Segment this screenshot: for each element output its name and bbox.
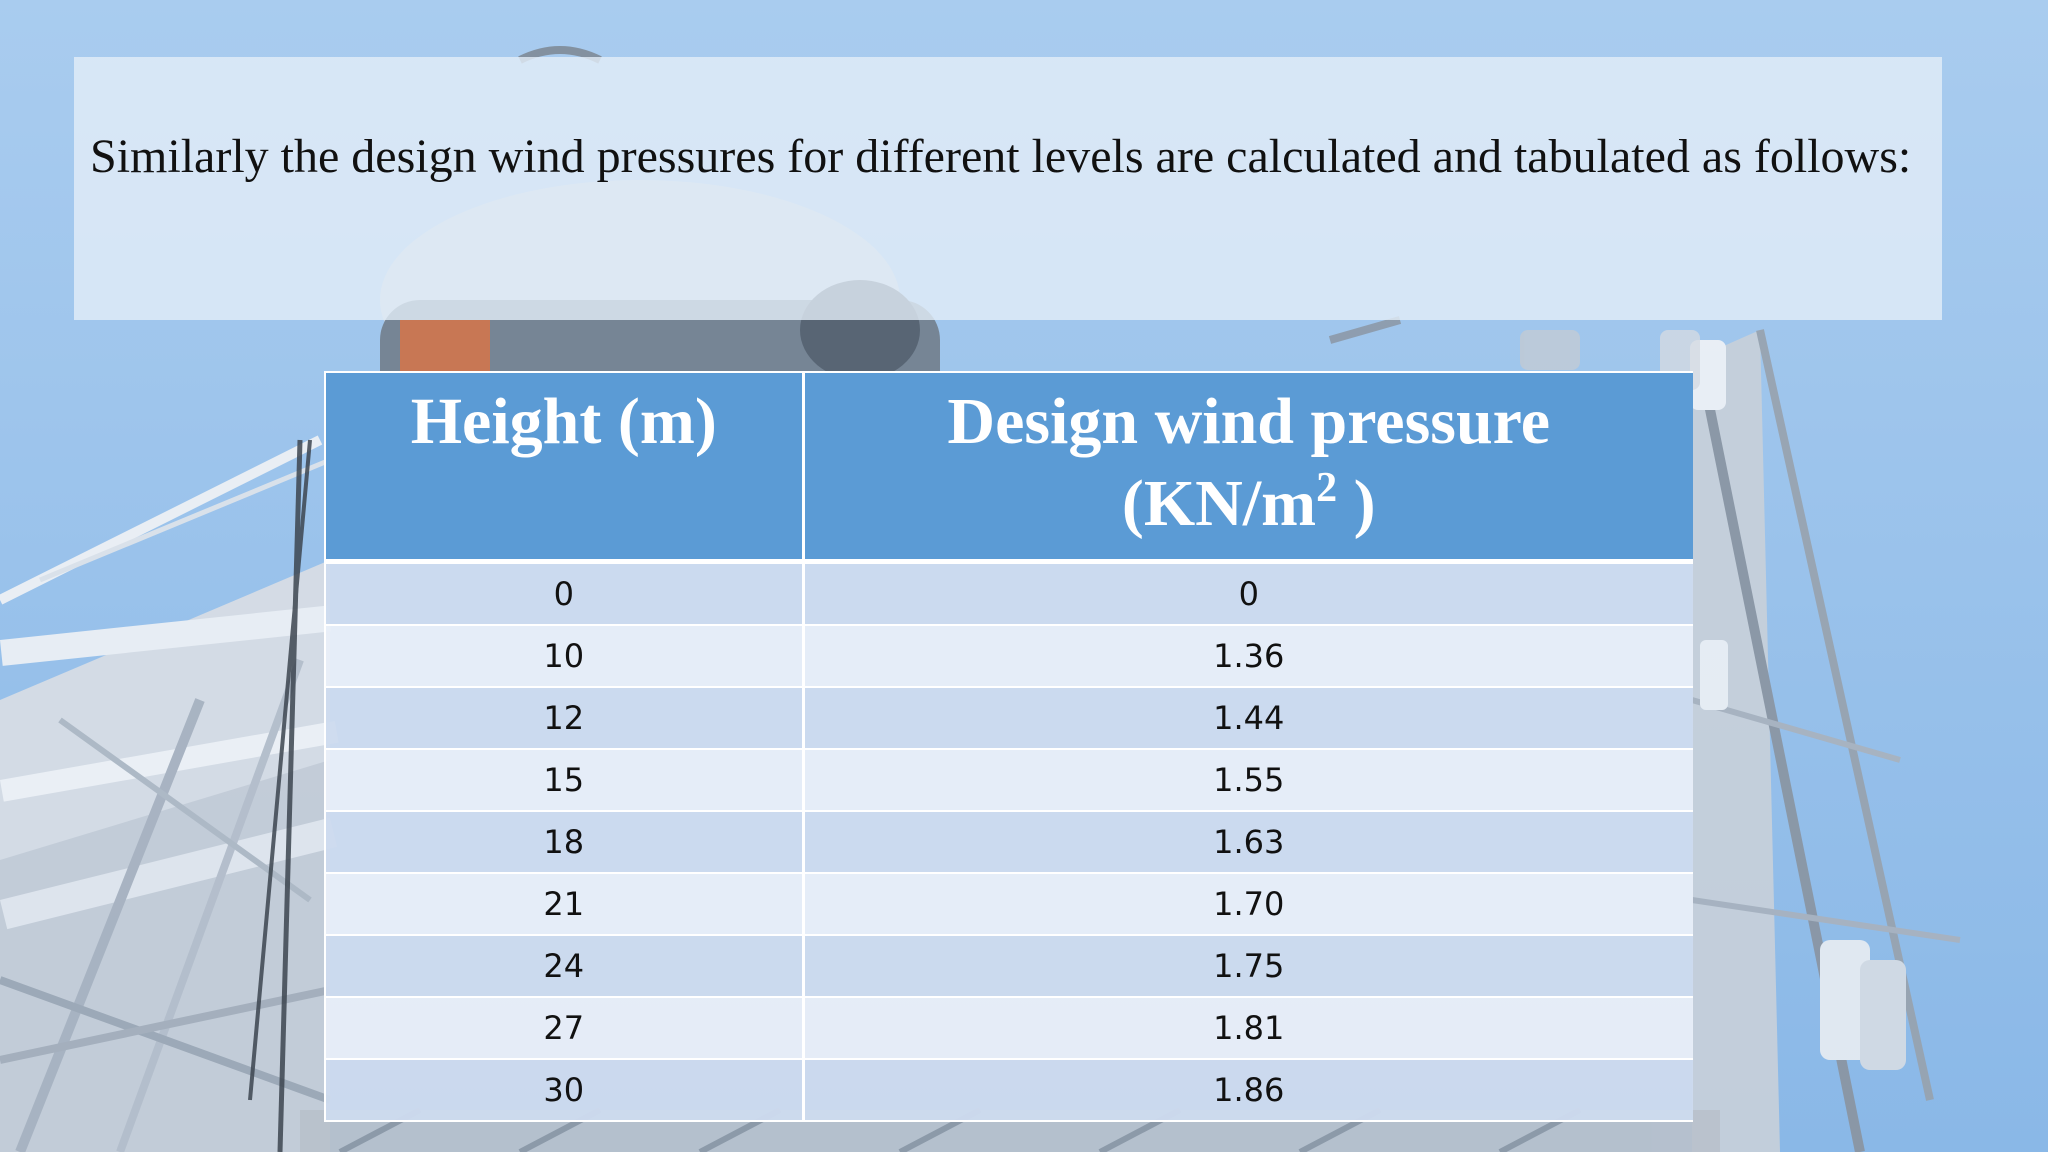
header-height-label: Height (m) (410, 385, 717, 458)
header-design-wind-pressure: Design wind pressure (KN/m2 ) (803, 371, 1693, 564)
header-pressure-unit: (KN/m2 ) (1122, 467, 1376, 540)
cell-height: 0 (324, 561, 805, 626)
intro-text-panel: Similarly the design wind pressures for … (74, 57, 1942, 320)
cell-pressure: 1.75 (803, 935, 1693, 998)
table-header-row: Height (m) Design wind pressure (KN/m2 ) (324, 371, 1693, 564)
cell-height: 18 (324, 811, 805, 874)
cell-height: 10 (324, 625, 805, 688)
cell-height: 24 (324, 935, 805, 998)
wind-pressure-table-container: Height (m) Design wind pressure (KN/m2 )… (324, 371, 1693, 1122)
table-row: 21 1.70 (324, 873, 1693, 936)
table-row: 10 1.36 (324, 625, 1693, 688)
tower-structure-right (1690, 329, 1961, 1152)
table-row: 18 1.63 (324, 811, 1693, 874)
unit-superscript: 2 (1316, 465, 1338, 511)
header-height: Height (m) (324, 371, 805, 564)
table-row: 15 1.55 (324, 749, 1693, 812)
tower-lattice-left (0, 435, 339, 1152)
cell-height: 30 (324, 1059, 805, 1122)
table-row: 30 1.86 (324, 1059, 1693, 1122)
header-pressure-label: Design wind pressure (947, 385, 1551, 458)
unit-open: (KN/m (1121, 467, 1317, 540)
cell-pressure: 1.70 (803, 873, 1693, 936)
table-row: 24 1.75 (324, 935, 1693, 998)
intro-text: Similarly the design wind pressures for … (90, 130, 1912, 183)
cell-height: 12 (324, 687, 805, 750)
cell-pressure: 1.63 (803, 811, 1693, 874)
cell-height: 15 (324, 749, 805, 812)
wind-pressure-table: Height (m) Design wind pressure (KN/m2 )… (324, 371, 1693, 1122)
cell-height: 21 (324, 873, 805, 936)
cell-pressure: 1.81 (803, 997, 1693, 1060)
table-row: 27 1.81 (324, 997, 1693, 1060)
table-row: 0 0 (324, 561, 1693, 626)
table-row: 12 1.44 (324, 687, 1693, 750)
unit-close: ) (1337, 467, 1376, 540)
cell-pressure: 0 (803, 561, 1693, 626)
cell-pressure: 1.44 (803, 687, 1693, 750)
cell-height: 27 (324, 997, 805, 1060)
cell-pressure: 1.36 (803, 625, 1693, 688)
cell-pressure: 1.86 (803, 1059, 1693, 1122)
cell-pressure: 1.55 (803, 749, 1693, 812)
